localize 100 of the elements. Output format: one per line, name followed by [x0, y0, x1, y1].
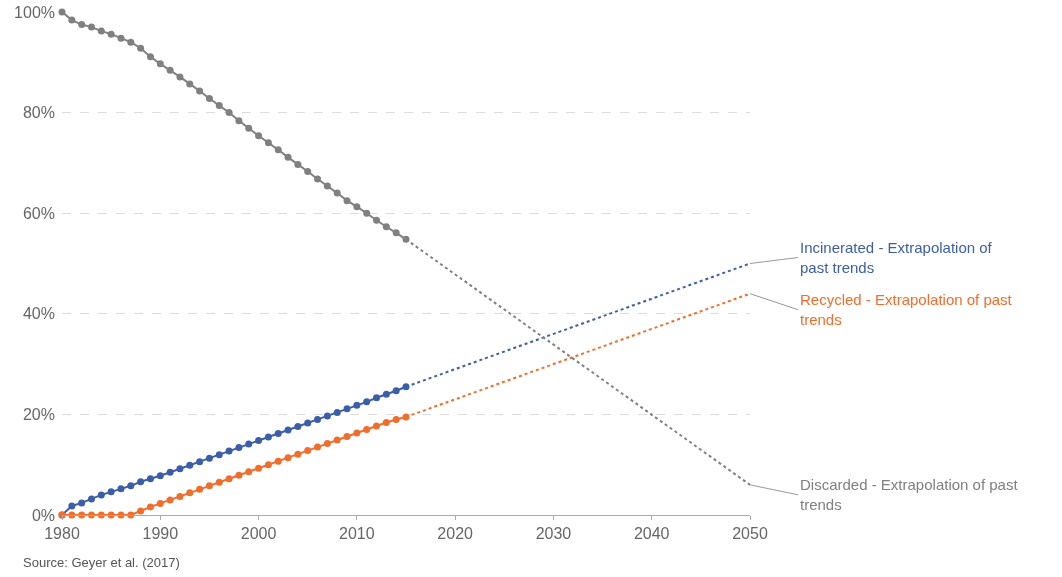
- point: [264, 461, 272, 469]
- point: [284, 454, 292, 462]
- x-tick-label: 2050: [732, 525, 768, 543]
- point: [363, 209, 371, 217]
- x-tick-label: 2040: [633, 525, 670, 543]
- y-tick-label: 40%: [22, 305, 55, 323]
- point: [274, 430, 282, 438]
- point: [127, 482, 135, 490]
- y-tick-label: 0%: [31, 506, 55, 524]
- point: [87, 23, 95, 31]
- point: [264, 433, 272, 441]
- point: [107, 30, 115, 38]
- point: [166, 66, 174, 74]
- point: [294, 160, 302, 168]
- point: [186, 461, 194, 469]
- point: [78, 499, 86, 507]
- source-note: Source: Geyer et al. (2017): [23, 555, 180, 570]
- point: [353, 203, 361, 211]
- point: [176, 465, 184, 473]
- point: [304, 447, 312, 455]
- point: [225, 447, 233, 455]
- point: [333, 189, 341, 197]
- text: Discarded - Extrapolation of past trends: [800, 476, 1019, 513]
- point: [264, 139, 272, 147]
- point: [255, 437, 263, 445]
- point: [294, 450, 302, 458]
- point: [58, 8, 66, 16]
- point: [274, 146, 282, 154]
- point: [68, 502, 76, 510]
- point: [245, 468, 253, 476]
- y-tick-label: 80%: [22, 104, 55, 122]
- point: [196, 458, 204, 466]
- point: [156, 60, 164, 68]
- point: [314, 443, 322, 451]
- point: [137, 507, 145, 515]
- point: [215, 102, 223, 110]
- point: [156, 472, 164, 480]
- point: [333, 408, 341, 416]
- y-tick-label: 60%: [22, 204, 55, 222]
- point: [196, 87, 204, 95]
- y-tick-label: 100%: [14, 3, 55, 21]
- x-tick-label: 2020: [437, 525, 474, 543]
- x-tick-label: 1980: [44, 525, 80, 543]
- point: [343, 433, 351, 441]
- point: [78, 21, 86, 29]
- x-tick-label: 2030: [535, 525, 572, 543]
- point: [127, 38, 135, 46]
- x-tick-label: 2000: [240, 525, 277, 543]
- text: Incinerated - Extrapolation of past trends: [800, 239, 993, 276]
- point: [156, 499, 164, 507]
- point: [235, 444, 243, 452]
- point: [382, 390, 390, 398]
- point: [166, 496, 174, 504]
- point: [304, 419, 312, 427]
- point: [215, 451, 223, 459]
- point: [382, 223, 390, 231]
- point: [87, 495, 95, 503]
- point: [186, 80, 194, 88]
- y-tick-label: 20%: [22, 406, 55, 423]
- point: [392, 415, 400, 423]
- point: [382, 418, 390, 426]
- point: [205, 95, 213, 103]
- x-tick-label: 1990: [142, 525, 179, 543]
- point: [392, 229, 400, 237]
- point: [97, 491, 105, 499]
- point: [117, 485, 125, 493]
- point: [225, 109, 233, 117]
- point: [176, 492, 184, 500]
- point: [363, 425, 371, 433]
- point: [166, 468, 174, 476]
- point: [294, 422, 302, 430]
- point: [245, 440, 253, 448]
- point: [205, 454, 213, 462]
- point: [314, 175, 322, 183]
- point: [255, 464, 263, 472]
- point: [373, 422, 381, 430]
- point: [323, 412, 331, 420]
- point: [245, 124, 253, 132]
- text: Recycled - Extrapolation of past trends: [800, 291, 1013, 328]
- point: [343, 197, 351, 205]
- point: [255, 132, 263, 140]
- point: [392, 387, 400, 395]
- point: [323, 182, 331, 190]
- point: [137, 44, 145, 52]
- point: [137, 478, 145, 486]
- point: [284, 426, 292, 434]
- point: [107, 488, 115, 496]
- point: [314, 415, 322, 423]
- point: [353, 401, 361, 409]
- x-tick-label: 2010: [339, 525, 375, 543]
- point: [176, 73, 184, 81]
- point: [323, 440, 331, 448]
- point: [225, 475, 233, 483]
- point: [343, 405, 351, 413]
- point: [304, 167, 312, 175]
- point: [353, 429, 361, 437]
- point: [186, 489, 194, 497]
- point: [146, 475, 154, 483]
- point: [235, 117, 243, 125]
- point: [274, 457, 282, 465]
